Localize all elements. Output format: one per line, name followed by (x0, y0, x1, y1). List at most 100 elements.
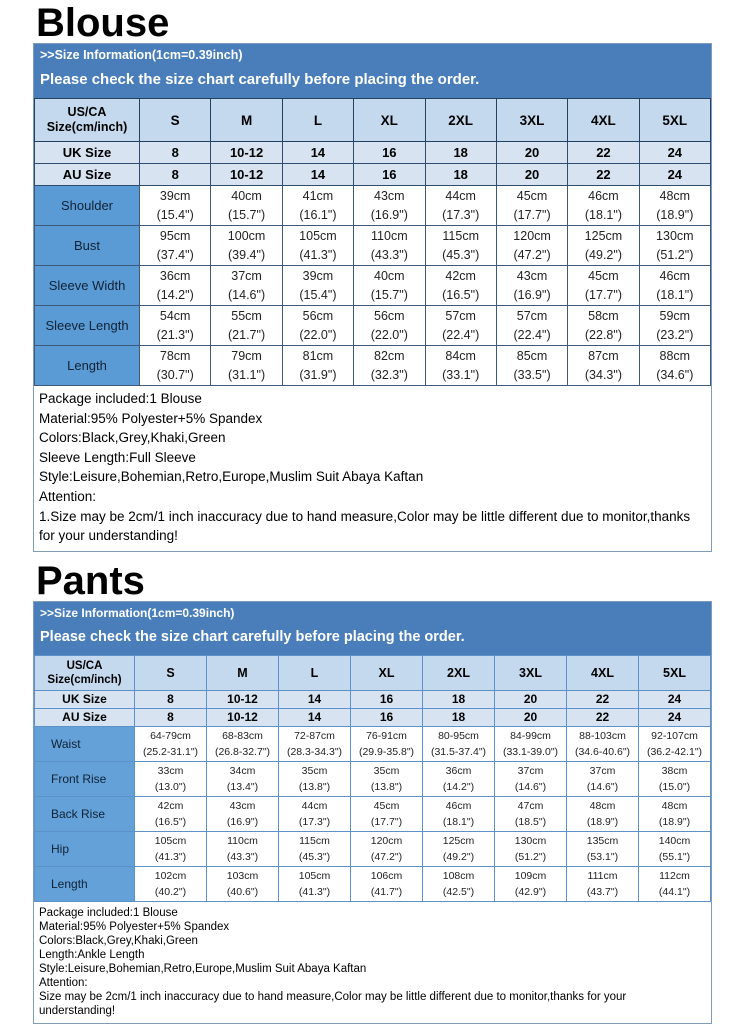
value-cm: 120cm (370, 834, 403, 847)
value-cm: 55cm (231, 308, 262, 323)
measurement-value: 85cm (33.5") (495, 345, 569, 386)
value-cm: 111cm (587, 869, 618, 882)
value-cm: 120cm (513, 228, 551, 243)
region-size-value: 14 (278, 707, 351, 727)
measurement-value: 108cm (42.5") (422, 865, 495, 902)
region-size-value: 8 (138, 141, 212, 164)
size-header-cell: L (278, 654, 351, 691)
value-cm: 76-91cm (366, 729, 407, 742)
value-cm: 39cm (302, 268, 334, 283)
value-cm: 35cm (373, 764, 400, 777)
value-inch: (18.9") (658, 815, 691, 828)
measurement-value: 100cm (39.4") (210, 225, 283, 266)
value-cm: 44cm (445, 188, 476, 203)
product-notes: Package included:1 Blouse Material:95% Po… (34, 902, 711, 1023)
pants-section: Pants >>Size Information(1cm=0.39inch) P… (0, 552, 750, 1024)
value-inch: (14.2") (156, 287, 194, 302)
region-size-value: 20 (494, 689, 567, 709)
value-cm: 115cm (442, 228, 479, 243)
measurement-value: 37cm (14.6") (566, 760, 639, 797)
value-cm: 39cm (159, 188, 191, 203)
measurement-label: Back Rise (34, 795, 135, 832)
measurement-value: 48cm (18.9") (566, 795, 639, 832)
value-inch: (49.2") (584, 247, 622, 262)
measurement-value: 140cm (55.1") (638, 830, 711, 867)
value-cm: 58cm (588, 308, 619, 323)
region-size-value: 10-12 (210, 163, 283, 186)
measurement-value: 125cm (49.2") (422, 830, 495, 867)
value-inch: (44.1") (658, 885, 691, 898)
measurement-row: Sleeve Length 54cm (21.3") 55cm (21.7") 56cm (… (34, 305, 712, 346)
value-cm: 125cm (442, 834, 475, 847)
value-cm: 37cm (517, 764, 544, 777)
value-inch: (18.1") (656, 287, 694, 302)
measurement-value: 35cm (13.8") (278, 760, 351, 797)
size-table: US/CA Size(cm/inch) S M L XL 2XL 3XL 4XL 5XL UK Si… (34, 654, 711, 902)
measurement-value: 110cm (43.3") (206, 830, 279, 867)
measurement-value: 43cm (16.9") (206, 795, 279, 832)
value-inch: (33.1") (442, 367, 480, 382)
value-cm: 108cm (442, 869, 475, 882)
value-cm: 72-87cm (294, 729, 335, 742)
measurement-value: 56cm (22.0") (353, 305, 426, 346)
value-inch: (31.9") (299, 367, 337, 382)
measurement-value: 79cm (31.1") (210, 345, 283, 386)
value-inch: (18.9") (656, 207, 694, 222)
note-line: Colors:Black,Grey,Khaki,Green (39, 934, 198, 947)
value-cm: 40cm (231, 188, 262, 203)
value-cm: 40cm (374, 268, 405, 283)
section-title: Blouse (36, 1, 170, 45)
measurement-value: 55cm (21.7") (210, 305, 283, 346)
value-inch: (43.3") (370, 247, 408, 262)
value-cm: 41cm (302, 188, 334, 203)
measurement-value: 106cm (41.7") (350, 865, 423, 902)
measurement-value: 84cm (33.1") (424, 345, 497, 386)
measurement-value: 56cm (22.0") (281, 305, 355, 346)
value-cm: 35cm (301, 764, 328, 777)
measurement-value: 120cm (47.2") (350, 830, 423, 867)
value-cm: 125cm (584, 228, 623, 243)
measurement-value: 33cm (13.0") (134, 760, 207, 797)
size-header-cell: 2XL (422, 654, 495, 691)
value-inch: (18.5") (514, 815, 547, 828)
value-cm: 54cm (159, 308, 191, 323)
measurement-value: 36cm (14.2") (138, 265, 212, 306)
region-size-value: 10-12 (206, 689, 279, 709)
measurement-value: 35cm (13.8") (350, 760, 423, 797)
size-info-heading: >>Size Information(1cm=0.39inch) (40, 48, 243, 62)
value-cm: 87cm (588, 348, 619, 363)
measurement-value: 59cm (23.2") (638, 305, 712, 346)
value-inch: (16.1") (299, 207, 337, 222)
measurement-value: 46cm (18.1") (422, 795, 495, 832)
value-inch: (17.7") (370, 815, 403, 828)
note-line: Size may be 2cm/1 inch inaccuracy due to… (39, 990, 627, 1017)
measurement-value: 40cm (15.7") (210, 185, 283, 226)
value-inch: (14.6") (228, 287, 266, 302)
region-size-value: 18 (424, 163, 497, 186)
value-inch: (15.0") (658, 780, 691, 793)
measurement-value: 43cm (16.9") (353, 185, 426, 226)
measurement-value: 38cm (15.0") (638, 760, 711, 797)
value-inch: (45.3") (298, 850, 331, 863)
note-line: Attention: (39, 488, 97, 504)
measurement-row: Sleeve Width 36cm (14.2") 37cm (14.6") 39cm (1… (34, 265, 712, 306)
value-cm: 105cm (299, 228, 337, 243)
size-header-row: US/CA Size(cm/inch) S M L XL 2XL 3XL 4XL 5XL (34, 98, 712, 142)
size-header-cell: 5XL (638, 98, 712, 142)
measurement-row: Back Rise 42cm (16.5") 43cm (16.9") 44cm (17.3… (34, 795, 711, 832)
region-size-value: 22 (566, 689, 639, 709)
value-cm: 78cm (159, 348, 191, 363)
measurement-value: 64-79cm (25.2-31.1") (134, 725, 207, 762)
region-size-value: 8 (138, 163, 212, 186)
value-cm: 34cm (229, 764, 256, 777)
measurement-value: 112cm (44.1") (638, 865, 711, 902)
value-inch: (16.5") (154, 815, 187, 828)
value-cm: 44cm (301, 799, 328, 812)
size-header-cell: 3XL (494, 654, 567, 691)
measurement-value: 46cm (18.1") (567, 185, 640, 226)
measurement-value: 45cm (17.7") (567, 265, 640, 306)
measurement-value: 40cm (15.7") (353, 265, 426, 306)
measurement-value: 44cm (17.3") (424, 185, 497, 226)
measurement-row: Waist 64-79cm (25.2-31.1") 68-83cm (26.8-32.… (34, 725, 711, 762)
value-cm: 130cm (514, 834, 547, 847)
